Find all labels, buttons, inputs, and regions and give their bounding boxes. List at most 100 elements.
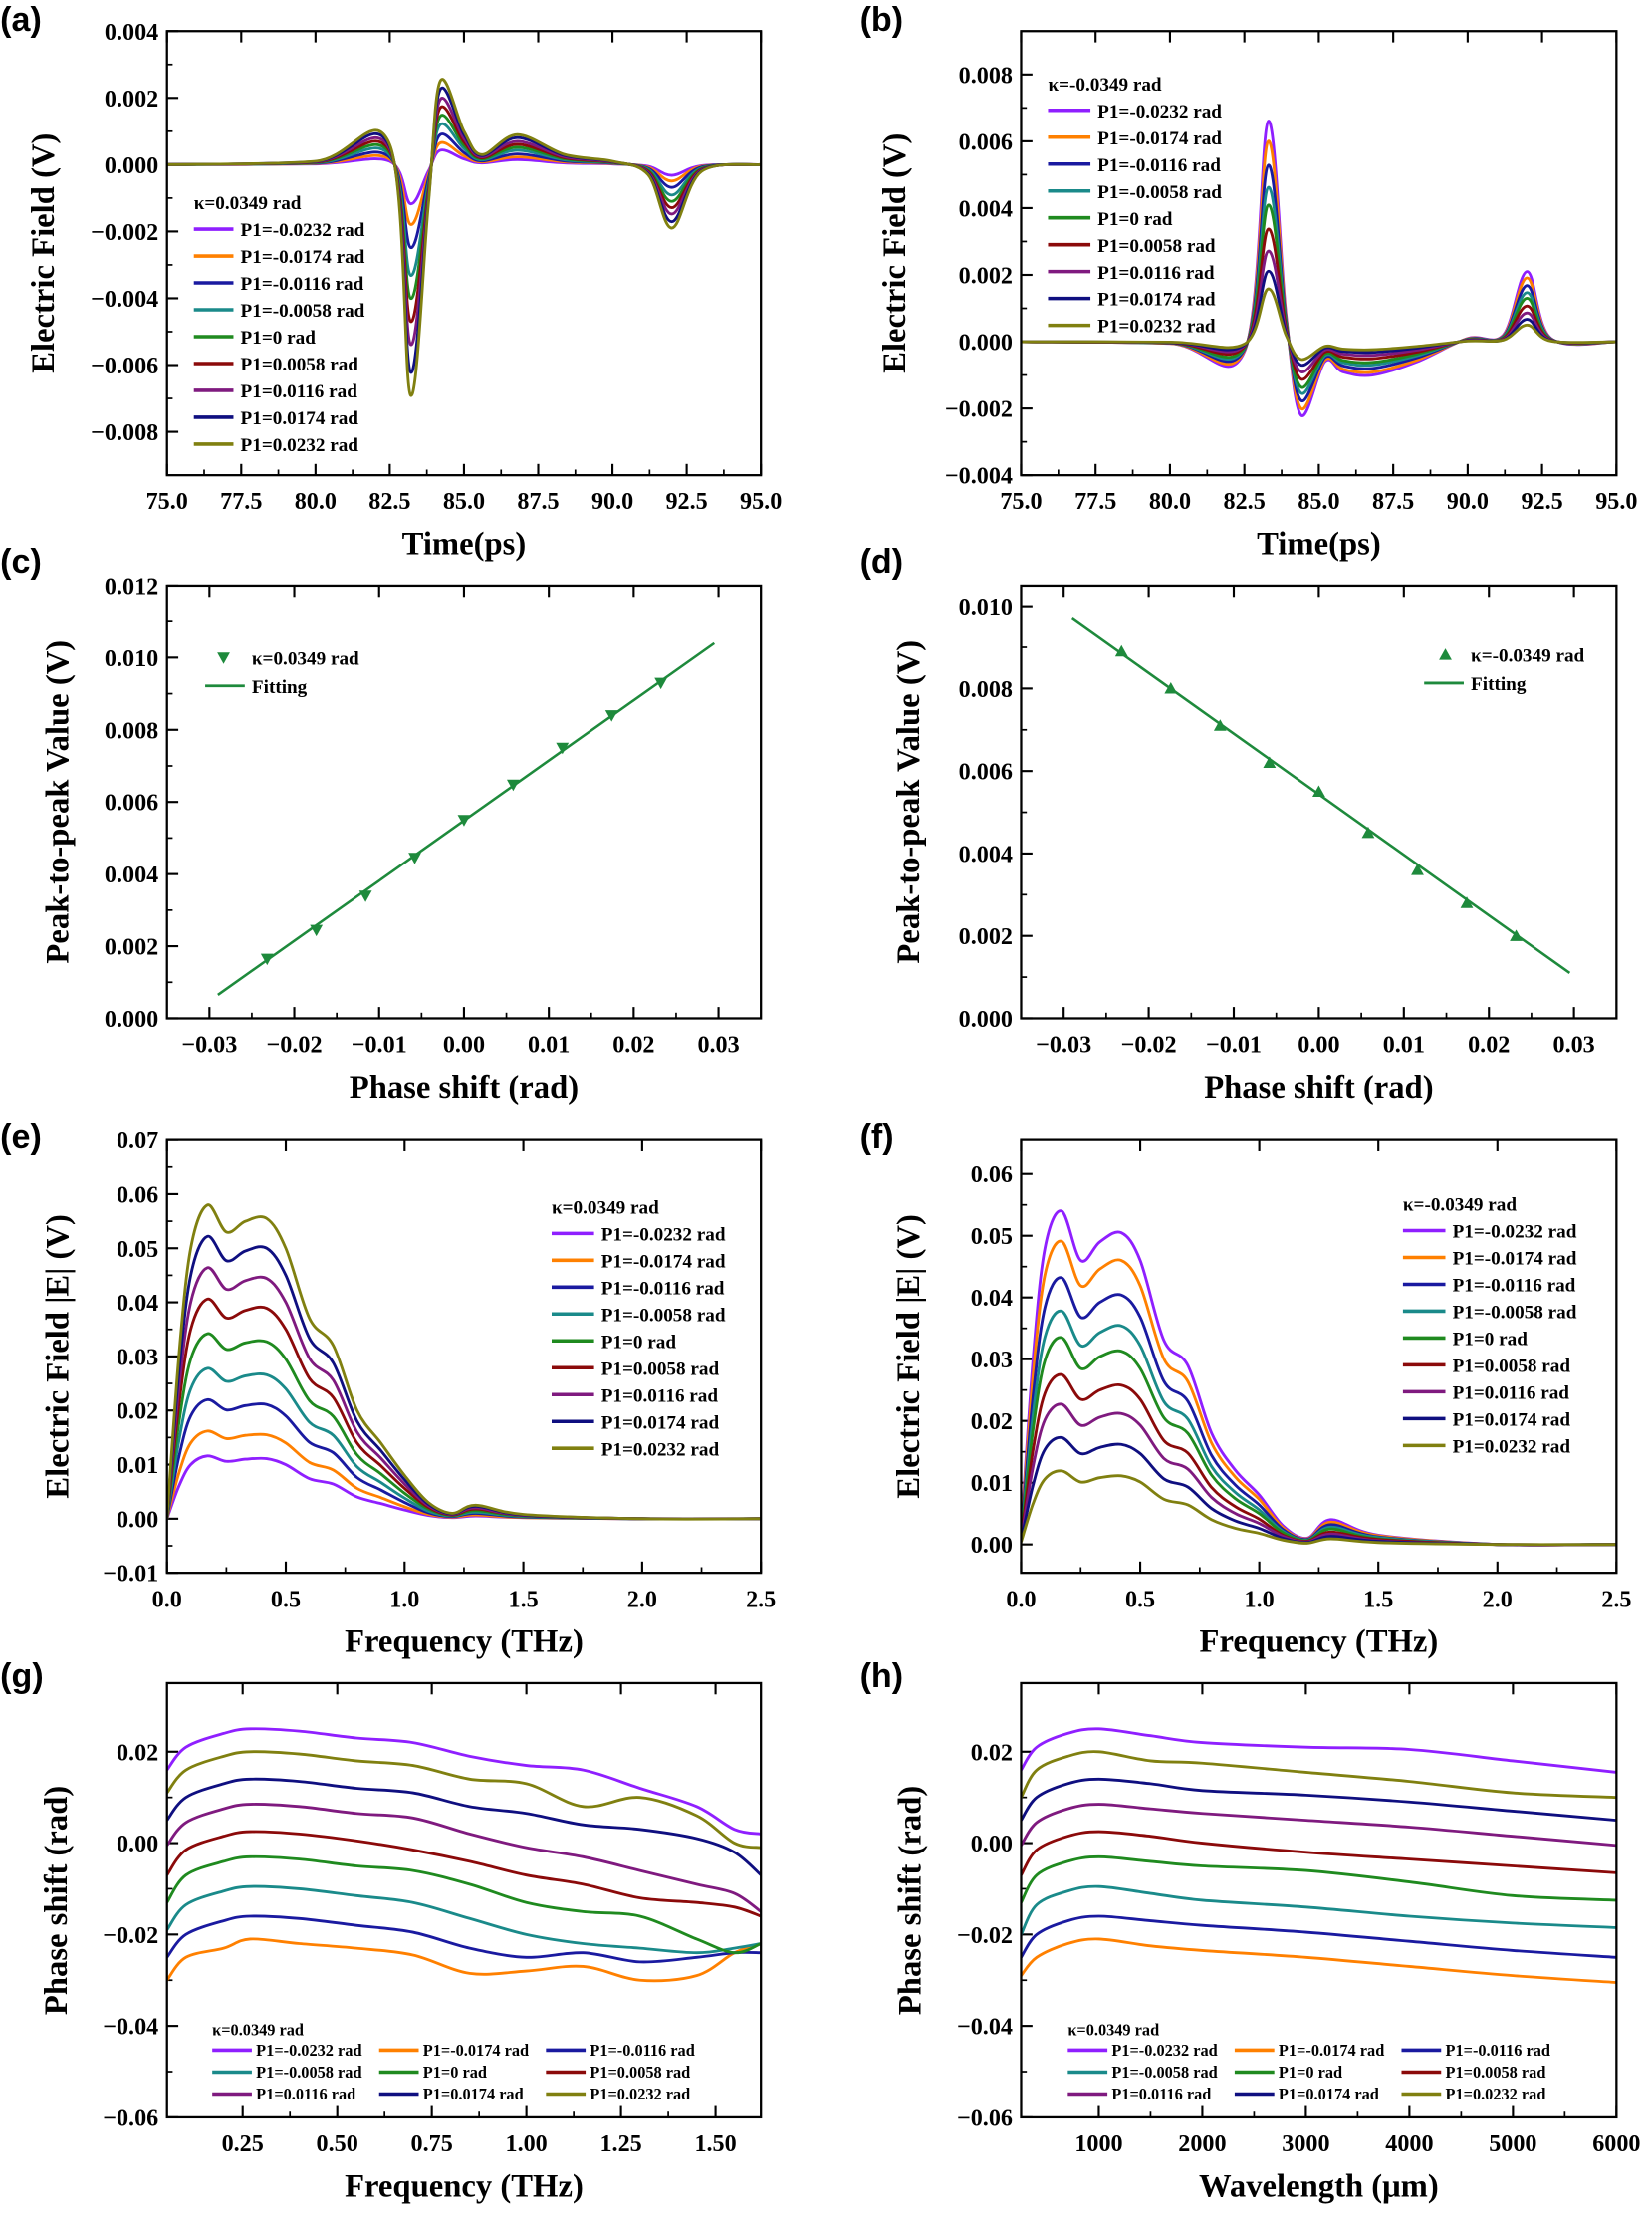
y-tick-label: 0.004 bbox=[105, 862, 158, 888]
panel-label: (a) bbox=[0, 1, 42, 39]
x-tick-label: 1.0 bbox=[389, 1586, 419, 1612]
x-tick-label: 85.0 bbox=[443, 488, 485, 515]
y-tick-label: −0.006 bbox=[91, 353, 158, 379]
series-line-8 bbox=[166, 78, 762, 397]
series-line-8 bbox=[166, 1750, 762, 1850]
legend-entry: P1=-0.0232 rad bbox=[601, 1224, 726, 1245]
x-tick-label: 80.0 bbox=[295, 488, 337, 515]
legend-entry: P1=-0.0174 rad bbox=[423, 2041, 529, 2060]
series-line-8 bbox=[1021, 1469, 1617, 1547]
series-line-6 bbox=[166, 1803, 762, 1913]
plot-frame bbox=[1020, 30, 1618, 477]
data-point-marker bbox=[1312, 785, 1325, 797]
y-tick-label: 0.01 bbox=[117, 1452, 158, 1479]
legend-entry: Fitting bbox=[252, 677, 308, 698]
series-line-3 bbox=[1021, 1884, 1617, 1936]
y-tick-label: 0.012 bbox=[105, 573, 158, 600]
legend-entry: P1=-0.0174 rad bbox=[1097, 128, 1222, 149]
y-tick-label: 0.000 bbox=[105, 152, 158, 179]
y-tick-label: −0.004 bbox=[945, 463, 1013, 490]
y-tick-label: 0.006 bbox=[959, 759, 1013, 786]
y-tick-label: 0.000 bbox=[959, 1006, 1013, 1033]
legend-entry: P1=0.0058 rad bbox=[601, 1358, 720, 1379]
y-tick-label: −0.004 bbox=[91, 286, 158, 313]
panel-label: (c) bbox=[0, 543, 42, 581]
panel-label: (h) bbox=[860, 1657, 904, 1695]
x-tick-label: 82.5 bbox=[368, 488, 410, 515]
series-line-2 bbox=[1021, 1914, 1617, 1959]
x-axis-title: Time(ps) bbox=[1257, 527, 1381, 563]
chart-panel-f: (f) 0.0 0.5 1.0 1.5 2.0 2.5 0.06 0.05 0.04 0.03 0.0… bbox=[860, 1118, 1632, 1660]
legend-entry: P1=-0.0058 rad bbox=[1097, 182, 1222, 203]
legend-entry: P1=0.0232 rad bbox=[1453, 1436, 1571, 1457]
y-tick-label: 0.010 bbox=[105, 645, 158, 672]
y-tick-label: 0.07 bbox=[117, 1127, 158, 1154]
legend-title: κ=0.0349 rad bbox=[1067, 2021, 1159, 2040]
y-tick-label: 0.008 bbox=[959, 62, 1013, 89]
y-tick-label: 0.010 bbox=[959, 594, 1013, 620]
y-axis-title: Electric Field |E| (V) bbox=[891, 1214, 927, 1499]
panel-label: (g) bbox=[0, 1657, 44, 1695]
x-tick-label: 1.25 bbox=[600, 2130, 642, 2157]
plot-area bbox=[217, 641, 716, 996]
series-line-3 bbox=[1021, 1309, 1617, 1547]
x-tick-label: 0.0 bbox=[1006, 1586, 1036, 1612]
plot-frame bbox=[1020, 584, 1618, 1020]
y-tick-label: 0.00 bbox=[971, 1831, 1013, 1857]
x-tick-label: 0.75 bbox=[411, 2130, 453, 2157]
data-point-marker bbox=[1114, 644, 1128, 657]
legend-entry: P1=-0.0058 rad bbox=[241, 301, 365, 322]
y-axis-title: Electric Field (V) bbox=[877, 133, 913, 373]
x-tick-label: −0.01 bbox=[1206, 1032, 1262, 1059]
legend-marker bbox=[217, 652, 230, 664]
fit-line bbox=[1070, 617, 1571, 974]
legend-entry: P1=0.0232 rad bbox=[1097, 317, 1216, 338]
legend-entry: P1=0.0174 rad bbox=[1453, 1409, 1571, 1430]
legend-entry: P1=0.0116 rad bbox=[256, 2085, 355, 2103]
x-tick-label: 87.5 bbox=[517, 488, 559, 515]
x-tick-label: 0.02 bbox=[612, 1032, 654, 1059]
series-line-1 bbox=[1021, 1239, 1617, 1547]
x-axis-title: Frequency (THz) bbox=[345, 2168, 584, 2204]
series-line-8 bbox=[166, 1203, 762, 1521]
legend-entry: P1=-0.0174 rad bbox=[1453, 1249, 1577, 1270]
x-tick-label: 0.00 bbox=[1298, 1032, 1339, 1059]
series-line-2 bbox=[1021, 1276, 1617, 1547]
panel-label: (d) bbox=[860, 543, 904, 581]
x-tick-label: −0.02 bbox=[267, 1032, 323, 1059]
plot-frame bbox=[165, 584, 763, 1020]
x-tick-label: 90.0 bbox=[1447, 488, 1489, 515]
x-tick-label: 0.03 bbox=[1553, 1032, 1595, 1059]
data-point-marker bbox=[654, 677, 668, 690]
y-tick-label: −0.04 bbox=[957, 2014, 1013, 2041]
y-tick-label: −0.002 bbox=[945, 396, 1013, 423]
series-line-2 bbox=[166, 1914, 762, 1964]
x-tick-label: −0.03 bbox=[1036, 1032, 1091, 1059]
legend-entry: P1=-0.0174 rad bbox=[1279, 2041, 1384, 2060]
series-line-1 bbox=[166, 1937, 762, 1983]
panel-label: (e) bbox=[0, 1118, 42, 1156]
x-tick-label: 0.03 bbox=[697, 1032, 739, 1059]
plot-area bbox=[1021, 1727, 1617, 1984]
x-axis-title: Frequency (THz) bbox=[1200, 1624, 1439, 1660]
x-tick-label: 0.01 bbox=[528, 1032, 570, 1059]
chart-panel-a: (a) 75.0 77.5 80.0 82.5 85.0 87.5 90.0 92.5 95.0 0… bbox=[0, 1, 782, 562]
legend-entry: P1=0.0174 rad bbox=[241, 408, 359, 429]
y-tick-label: 0.00 bbox=[117, 1506, 158, 1533]
y-tick-label: 0.05 bbox=[971, 1223, 1013, 1250]
series-line-6 bbox=[1021, 1803, 1617, 1848]
x-tick-label: 0.02 bbox=[1468, 1032, 1510, 1059]
series-line-1 bbox=[1021, 1937, 1617, 1984]
y-axis-title: Peak-to-peak Value (V) bbox=[40, 640, 76, 964]
legend-entry: P1=-0.0116 rad bbox=[1453, 1276, 1576, 1297]
legend-title: κ=0.0349 rad bbox=[212, 2021, 304, 2040]
legend-entry: P1=0.0174 rad bbox=[1097, 290, 1216, 311]
x-tick-label: −0.03 bbox=[181, 1032, 237, 1059]
x-tick-label: 2000 bbox=[1178, 2130, 1226, 2157]
legend-entry: P1=0.0116 rad bbox=[601, 1385, 719, 1406]
x-tick-label: 0.00 bbox=[443, 1032, 485, 1059]
y-tick-label: 0.02 bbox=[117, 1398, 158, 1425]
series-line-3 bbox=[166, 122, 762, 277]
